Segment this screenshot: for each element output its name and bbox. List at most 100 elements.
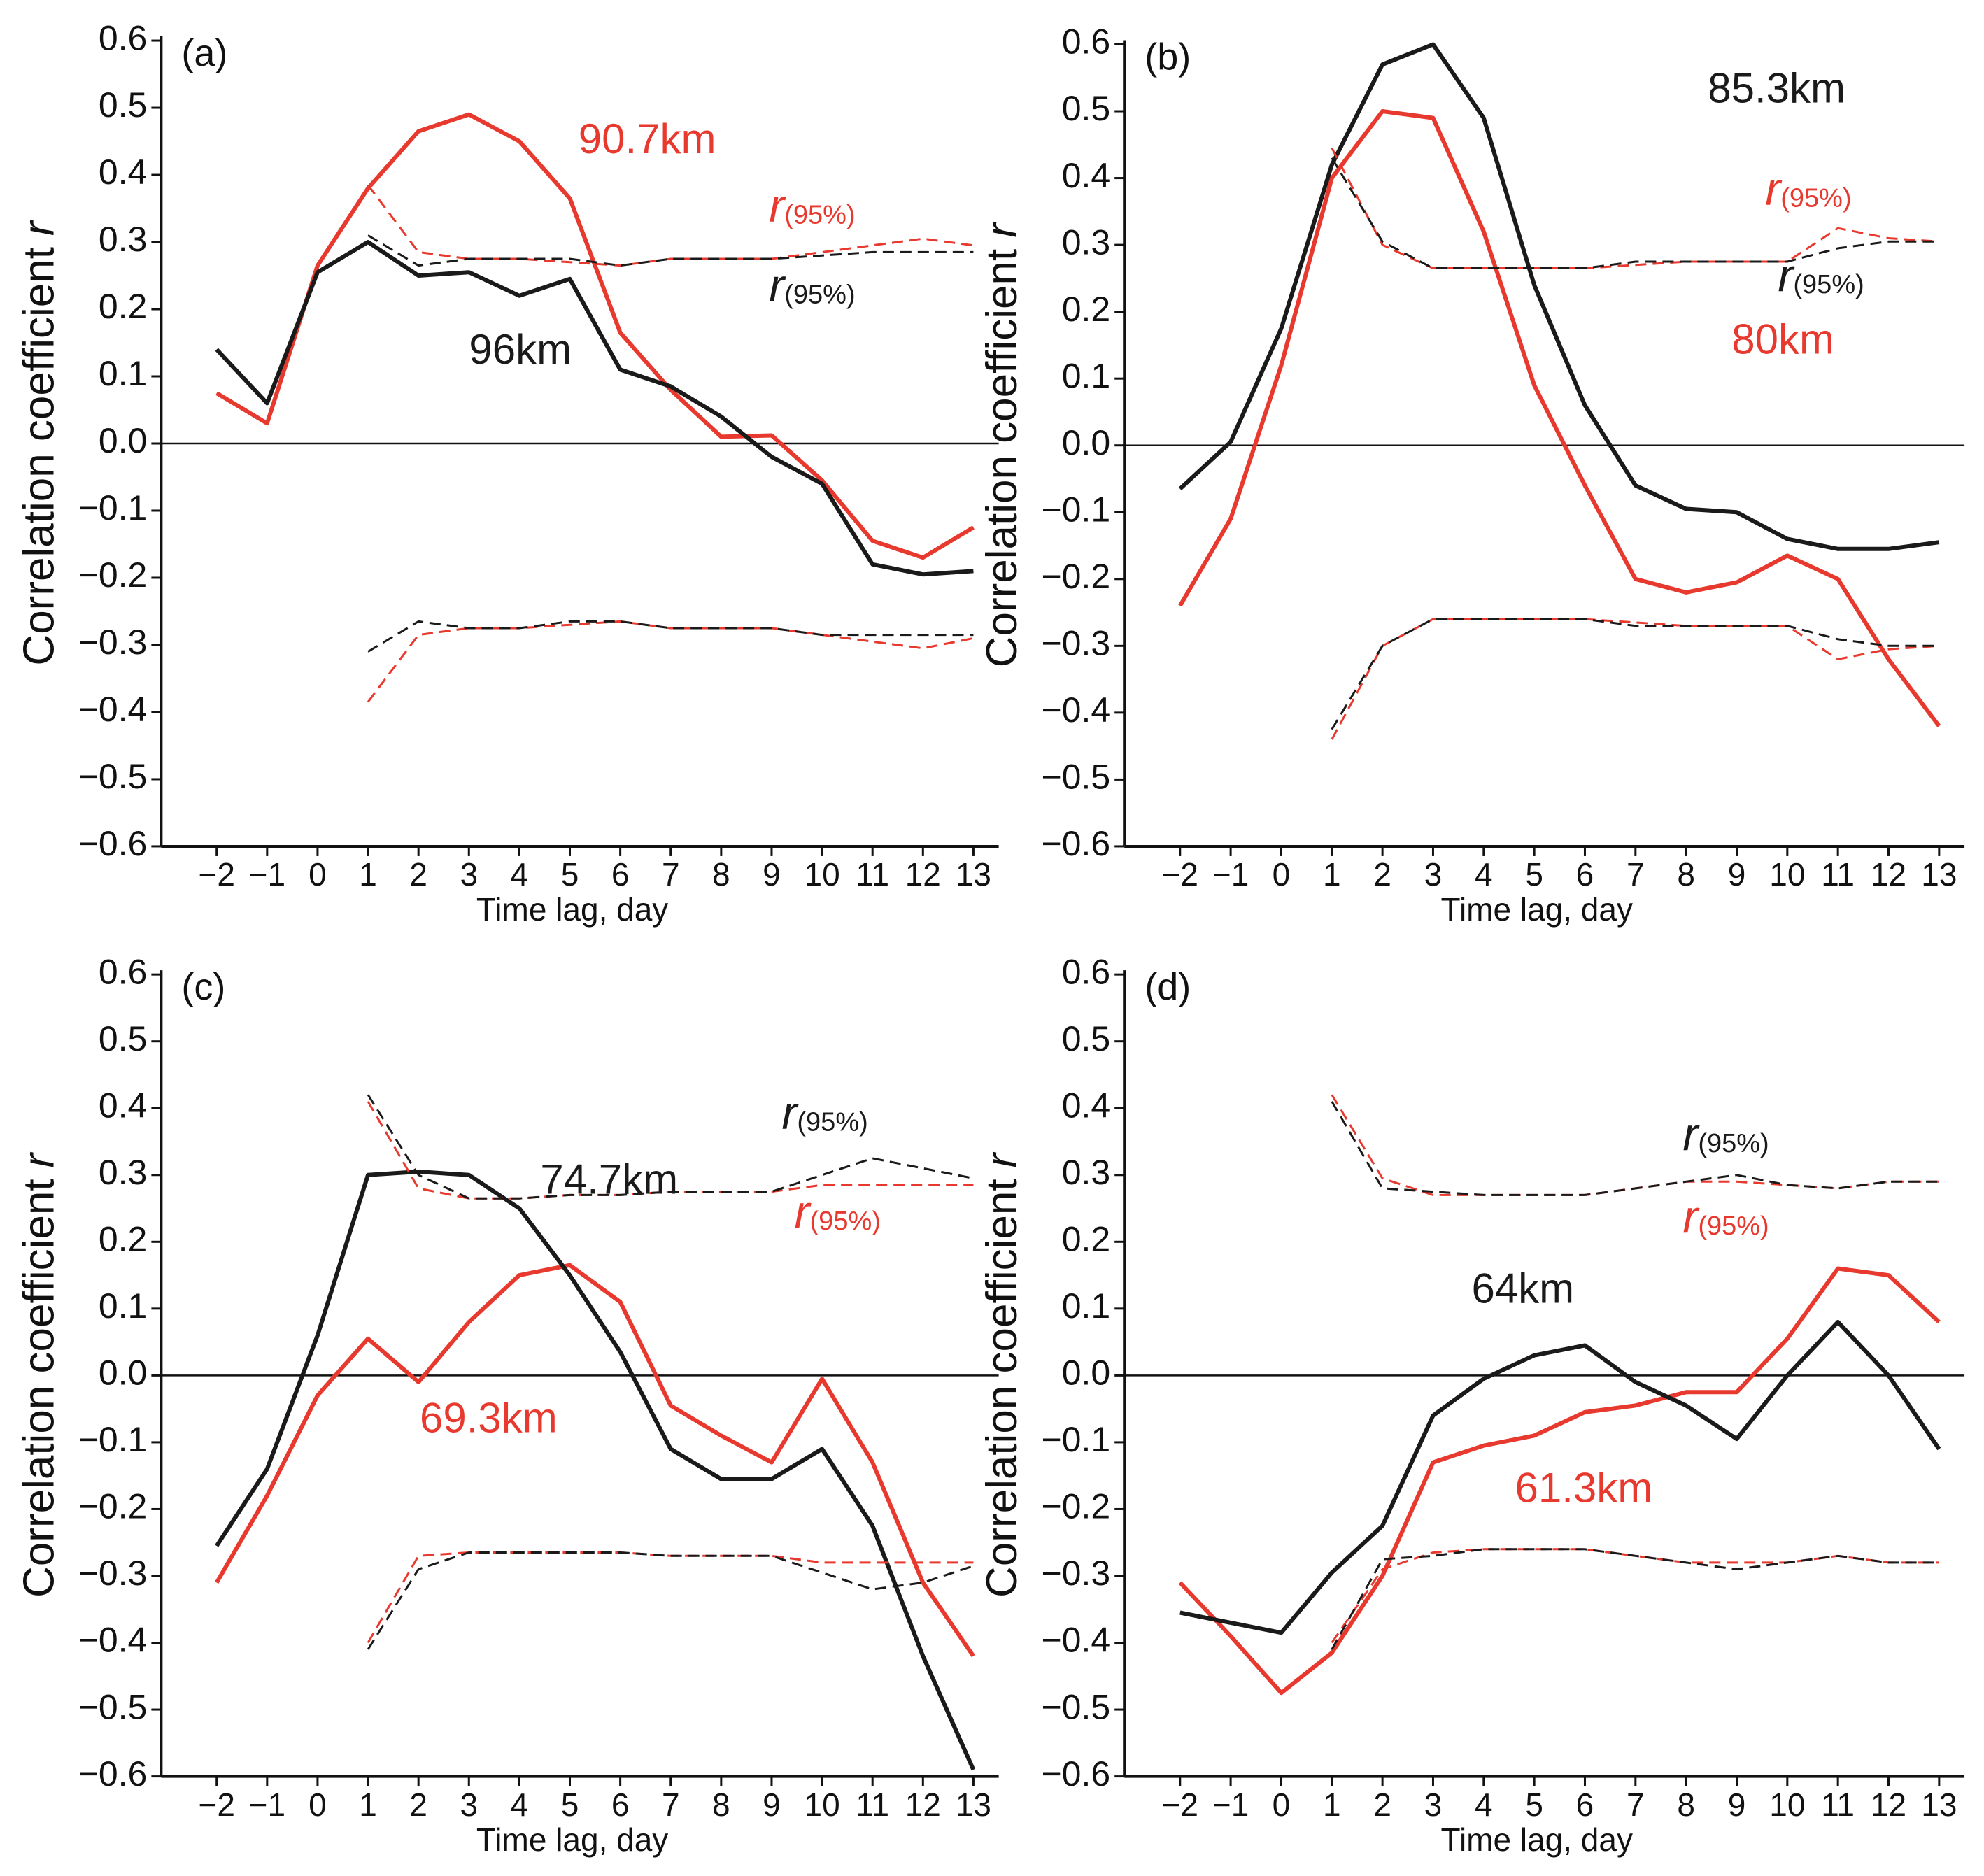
panel-title: (b) (1145, 36, 1191, 78)
threshold-line (367, 1551, 974, 1650)
y-tick-label: 0.1 (1062, 356, 1111, 395)
x-tick-label: 7 (662, 1786, 680, 1823)
threshold-line (1331, 1094, 1939, 1196)
y-tick-label: 0.6 (99, 952, 148, 991)
x-tick-label: 12 (1871, 856, 1906, 893)
panel-title: (a) (181, 32, 227, 74)
y-tick-label: 0.5 (99, 85, 148, 125)
y-axis-label-text: Correlation coefficient (979, 1179, 1027, 1598)
y-tick-label: 0.5 (1062, 89, 1111, 128)
x-tick-label: 2 (1373, 1786, 1391, 1823)
annotation-sub: (95%) (797, 1107, 867, 1137)
threshold-line (1331, 1548, 1939, 1644)
x-tick-label: 5 (561, 856, 579, 893)
x-tick-label: −2 (198, 856, 234, 893)
y-tick-label: 0.0 (1062, 1353, 1111, 1393)
y-tick-label: −0.3 (78, 1554, 148, 1593)
threshold-line (1331, 1100, 1939, 1196)
annotation-var: r (1765, 163, 1783, 215)
x-tick-label: 3 (460, 1786, 478, 1823)
threshold-line (367, 234, 974, 267)
x-tick-label: 1 (359, 1786, 377, 1823)
x-tick-label: 2 (409, 1786, 427, 1823)
x-tick-label: 3 (1424, 1786, 1443, 1823)
y-tick-label: −0.4 (78, 690, 148, 729)
annotation-sub: (95%) (1780, 184, 1851, 213)
y-tick-label: −0.2 (1041, 1487, 1110, 1526)
annotation-sub: (95%) (784, 200, 855, 229)
x-tick-label: 13 (956, 856, 991, 893)
x-tick-label: 3 (460, 856, 478, 893)
y-axis-label: Correlation coefficient r (979, 1151, 1027, 1598)
x-tick-label: 8 (712, 1786, 730, 1823)
y-tick-label: −0.5 (78, 1687, 148, 1726)
y-tick-label: 0.1 (99, 1286, 148, 1326)
y-tick-label: 0.3 (99, 1153, 148, 1192)
x-tick-label: 0 (1273, 856, 1291, 893)
x-tick-label: 5 (561, 1786, 579, 1823)
y-tick-label: −0.1 (1041, 1420, 1110, 1459)
y-tick-label: −0.5 (1041, 758, 1110, 797)
annotation: r(95%) (1765, 163, 1851, 215)
x-tick-label: 11 (1821, 856, 1855, 893)
series-label: 90.7km (579, 115, 716, 162)
annotation-sub: (95%) (1698, 1211, 1769, 1241)
x-tick-label: 8 (1677, 856, 1695, 893)
y-tick-label: 0.3 (99, 220, 148, 259)
x-tick-label: 11 (856, 856, 889, 893)
y-axis-label-text: Correlation coefficient (979, 249, 1027, 668)
y-tick-label: −0.5 (1041, 1687, 1110, 1726)
threshold-line (367, 1551, 974, 1644)
x-tick-label: −2 (1162, 856, 1198, 893)
annotation: r(95%) (1682, 1109, 1769, 1160)
panel: −0.6 −0.5 −0.4 −0.3 −0.2 −0.1 0.0 0.1 0.2 0.3 0.4 0… (15, 18, 999, 928)
x-tick-label: −1 (249, 856, 285, 893)
annotation: r(95%) (795, 1186, 881, 1237)
annotation-sub: (95%) (1793, 270, 1864, 299)
y-tick-label: −0.3 (1041, 624, 1110, 663)
y-tick-label: −0.6 (1041, 824, 1110, 863)
y-tick-label: 0.4 (1062, 1086, 1111, 1125)
annotation-var: r (769, 260, 786, 311)
x-tick-label: 4 (511, 1786, 529, 1823)
y-tick-label: −0.4 (1041, 1621, 1110, 1660)
x-tick-label: −2 (1162, 1786, 1198, 1823)
annotation: r(95%) (1778, 250, 1864, 301)
y-tick-label: −0.2 (78, 1487, 148, 1526)
x-tick-label: 7 (1627, 1786, 1645, 1823)
y-tick-label: 0.6 (1062, 952, 1111, 991)
x-axis-label: Time lag, day (476, 891, 668, 928)
x-tick-label: 0 (309, 856, 327, 893)
y-tick-label: 0.0 (99, 421, 148, 460)
annotation-var: r (1682, 1109, 1700, 1160)
x-tick-label: 9 (763, 856, 781, 893)
y-tick-label: −0.5 (78, 757, 148, 796)
threshold-line (1331, 618, 1939, 740)
y-tick-label: −0.1 (1041, 490, 1110, 529)
data-line (1178, 42, 1940, 551)
x-tick-label: 1 (359, 856, 377, 893)
x-tick-label: 4 (1475, 856, 1493, 893)
y-tick-label: 0.2 (99, 287, 148, 326)
x-tick-label: 2 (409, 856, 427, 893)
x-tick-label: 0 (309, 1786, 327, 1823)
annotation-sub: (95%) (784, 280, 855, 310)
annotation-var: r (1682, 1191, 1700, 1243)
x-tick-label: 6 (611, 1786, 630, 1823)
x-tick-label: 10 (1769, 856, 1805, 893)
y-tick-label: 0.4 (99, 1086, 148, 1125)
data-line (215, 1170, 976, 1771)
y-tick-label: 0.0 (99, 1353, 148, 1393)
data-line (215, 112, 975, 560)
x-tick-label: 4 (511, 856, 529, 893)
y-tick-label: 0.2 (99, 1220, 148, 1259)
series-label: 61.3km (1515, 1464, 1652, 1511)
x-tick-label: 12 (905, 856, 941, 893)
panel: −0.6 −0.5 −0.4 −0.3 −0.2 −0.1 0.0 0.1 0.2 0.3 0.4 0… (979, 952, 1965, 1858)
x-axis-label: Time lag, day (1441, 891, 1633, 928)
y-axis-label-text: Correlation coefficient (15, 247, 64, 666)
y-tick-label: 0.3 (1062, 1153, 1111, 1192)
annotation-sub: (95%) (1698, 1129, 1769, 1158)
y-tick-label: 0.6 (1062, 22, 1111, 62)
threshold-line (367, 1094, 974, 1200)
